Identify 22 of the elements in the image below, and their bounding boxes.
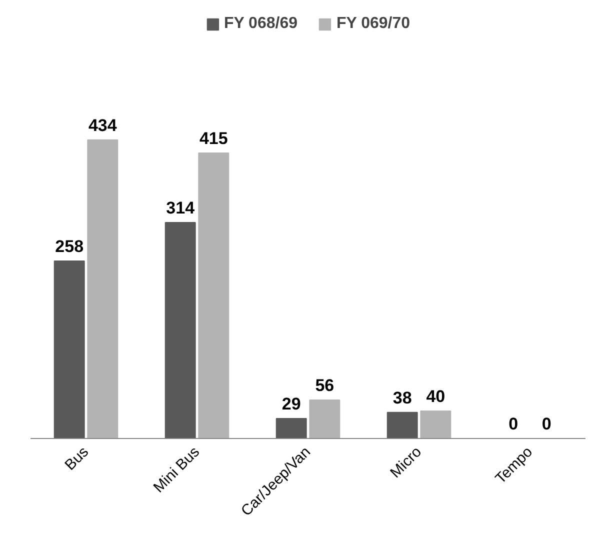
legend-label: FY 069/70	[336, 15, 410, 33]
data-label: 415	[199, 128, 228, 148]
data-label: 434	[88, 116, 118, 135]
bar	[198, 152, 230, 438]
bar	[420, 410, 452, 438]
data-label: 0	[542, 414, 552, 434]
data-label: 258	[55, 237, 84, 256]
x-tick-label: Mini Bus	[150, 443, 204, 496]
x-tick-label: Bus	[62, 443, 92, 474]
data-label: 56	[315, 376, 334, 396]
data-label: 314	[166, 198, 196, 218]
bar	[54, 260, 85, 438]
data-label: 40	[426, 387, 446, 406]
data-label: 38	[392, 388, 412, 408]
bar	[276, 418, 307, 438]
data-label: 29	[282, 394, 301, 414]
data-label: 0	[508, 414, 518, 434]
legend-label: FY 068/69	[224, 15, 298, 33]
bar	[87, 139, 118, 438]
bar	[309, 399, 340, 438]
bar	[386, 412, 418, 438]
bar	[164, 222, 196, 438]
